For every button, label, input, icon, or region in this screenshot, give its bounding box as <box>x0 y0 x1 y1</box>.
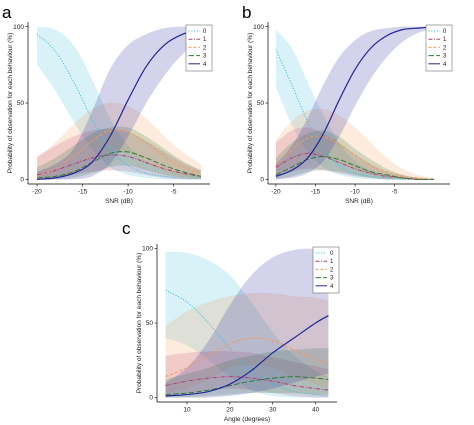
panel-b: b -20 -15 -10 -5 0 50 100 SNR (dB) Probability of… <box>242 3 453 205</box>
panel-b-legend-label-2: 2 <box>443 45 447 51</box>
panel-b-legend-label-4: 4 <box>443 62 447 68</box>
panel-c-y-tick-label: 0 <box>149 395 153 402</box>
panel-b-legend-label-0: 0 <box>443 29 447 35</box>
panel-b-y-axis-label: Probability of observation for each beha… <box>247 33 254 174</box>
panel-a-band-4 <box>37 26 201 180</box>
panel-b-line-1 <box>275 152 435 181</box>
panel-c-line-2 <box>165 337 329 378</box>
panel-a-line-4 <box>37 29 202 181</box>
panel-b-line-0 <box>275 49 435 181</box>
panel-c-band-2 <box>165 292 329 394</box>
panel-a-y-axis-label: Probability of observation for each beha… <box>7 33 14 174</box>
panel-b-x-tick-label: -5 <box>392 189 398 196</box>
panel-b-band-4 <box>275 26 435 180</box>
panel-b-legend-label-3: 3 <box>443 54 447 60</box>
panel-a: a -20 -15 -10 -5 0 50 100 SNR (dB) Probability of… <box>2 3 213 205</box>
panel-b-band-1 <box>275 127 435 180</box>
panel-b-legend-label-1: 1 <box>443 37 447 43</box>
panel-a-x-tick-label: -20 <box>32 189 42 196</box>
panel-c-x-tick-label: 30 <box>269 407 277 414</box>
panel-b-legend: 0 1 2 3 4 <box>425 24 453 72</box>
panel-a-x-tick-label: -10 <box>123 189 133 196</box>
panel-b-band-2 <box>275 108 435 180</box>
panel-c-y-tick-label: 100 <box>142 246 153 253</box>
panel-a-letter: a <box>2 3 12 22</box>
panel-a-line-2 <box>36 129 202 177</box>
panel-a-y-tick-label: 50 <box>17 100 25 107</box>
panel-b-y-tick-label: 100 <box>253 24 264 31</box>
panel-a-band-2 <box>37 102 201 180</box>
panel-c-legend-label-4: 4 <box>330 284 334 290</box>
panel-b-band-3 <box>275 130 435 180</box>
panel-b-band-0 <box>275 29 435 180</box>
panel-a-legend-label-2: 2 <box>203 45 207 51</box>
panel-a-lines <box>36 29 202 181</box>
panel-b-x-tick-label: -10 <box>350 189 360 196</box>
panel-b-line-4 <box>275 25 435 177</box>
panel-a-x-axis-label: SNR (dB) <box>105 198 133 205</box>
panel-c-line-4 <box>165 315 329 397</box>
panel-c-lines <box>165 289 329 397</box>
panel-c-y-axis-label: Probability of observation for each beha… <box>136 253 143 394</box>
panel-c-x-tick-label: 10 <box>183 407 191 414</box>
panel-c-band-4 <box>165 248 329 398</box>
panel-c-x-axis-label: Angle (degrees) <box>224 416 270 423</box>
panel-c-bands <box>165 248 329 398</box>
panel-c-line-1 <box>165 376 329 391</box>
panel-a-x-tick-label: -5 <box>171 189 177 196</box>
panel-b-lines <box>275 25 435 181</box>
panel-a-legend-label-3: 3 <box>203 54 207 60</box>
panel-b-bands <box>275 26 435 180</box>
panel-b-x-tick-label: -20 <box>271 189 281 196</box>
panel-c-band-3 <box>165 348 329 398</box>
panel-a-y-tick-label: 0 <box>20 177 24 184</box>
panel-b-y-tick-label: 50 <box>257 100 265 107</box>
panel-c-letter: c <box>122 219 131 238</box>
panel-a-legend-label-4: 4 <box>203 62 207 68</box>
panel-c-line-3 <box>165 376 329 396</box>
panel-c-legend: 0 1 2 3 4 <box>312 246 340 294</box>
panel-c-band-0 <box>165 251 329 398</box>
panel-a-legend-label-1: 1 <box>203 37 207 43</box>
panel-a-band-3 <box>37 126 201 180</box>
panel-a-line-1 <box>36 154 201 177</box>
panel-b-line-2 <box>275 135 435 180</box>
panel-b-x-tick-label: -15 <box>311 189 321 196</box>
panel-b-x-axis-label: SNR (dB) <box>345 198 373 205</box>
panel-b-y-tick-label: 0 <box>260 177 264 184</box>
panel-c-legend-label-3: 3 <box>330 276 334 282</box>
panel-a-legend: 0 1 2 3 4 <box>185 24 213 72</box>
panel-c-y-tick-label: 50 <box>146 320 154 327</box>
panel-b-letter: b <box>242 3 251 22</box>
panel-c-legend-label-2: 2 <box>330 267 334 273</box>
panel-c-x-tick-label: 40 <box>312 407 320 414</box>
panel-a-band-1 <box>37 128 201 180</box>
panel-c-legend-label-1: 1 <box>330 259 334 265</box>
panel-c-legend-label-0: 0 <box>330 251 334 257</box>
panel-a-line-3 <box>37 151 202 179</box>
panel-c-x-tick-label: 20 <box>226 407 234 414</box>
panel-a-legend-label-0: 0 <box>203 29 207 35</box>
panel-a-x-tick-label: -15 <box>78 189 88 196</box>
panel-a-y-tick-label: 100 <box>13 24 24 31</box>
panel-a-bands <box>37 26 201 180</box>
panel-a-band-0 <box>37 26 201 180</box>
